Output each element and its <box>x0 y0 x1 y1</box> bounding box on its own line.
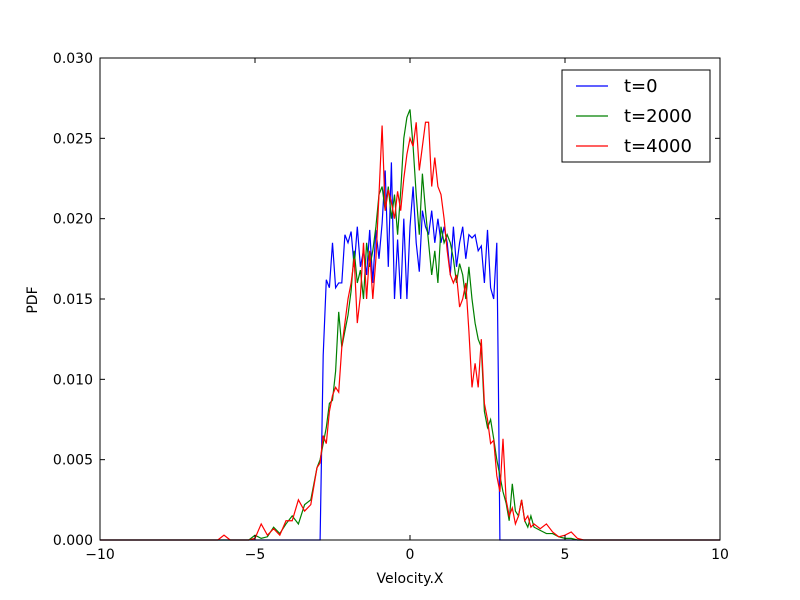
x-tick-label: 10 <box>711 547 729 563</box>
y-tick-label: 0.010 <box>53 372 93 388</box>
y-axis-label: PDF <box>25 286 41 313</box>
x-axis-label: Velocity.X <box>377 571 444 587</box>
legend-label-t2000: t=2000 <box>624 106 692 127</box>
plot-area: −10 −5 0 5 10 0.000 0.005 0.010 0.015 0.020 0.025 0… <box>53 51 729 563</box>
y-tick-label: 0.005 <box>53 453 93 469</box>
y-tick-label: 0.025 <box>53 131 93 147</box>
legend: t=0 t=2000 t=4000 <box>561 69 711 163</box>
x-tick-label: −5 <box>245 547 266 563</box>
legend-label-t0: t=0 <box>624 76 658 97</box>
series-line-t0 <box>100 162 720 541</box>
series-line-t4000 <box>100 121 720 541</box>
y-tick-label: 0.000 <box>53 533 93 549</box>
y-tick-label: 0.015 <box>53 292 93 308</box>
series-line-t2000 <box>100 109 720 541</box>
x-tick-label: −10 <box>85 547 115 563</box>
y-tick-label: 0.030 <box>53 51 93 67</box>
legend-label-t4000: t=4000 <box>624 136 692 157</box>
y-tick-label: 0.020 <box>53 212 93 228</box>
x-tick-label: 5 <box>561 547 570 563</box>
x-tick-label: 0 <box>406 547 415 563</box>
